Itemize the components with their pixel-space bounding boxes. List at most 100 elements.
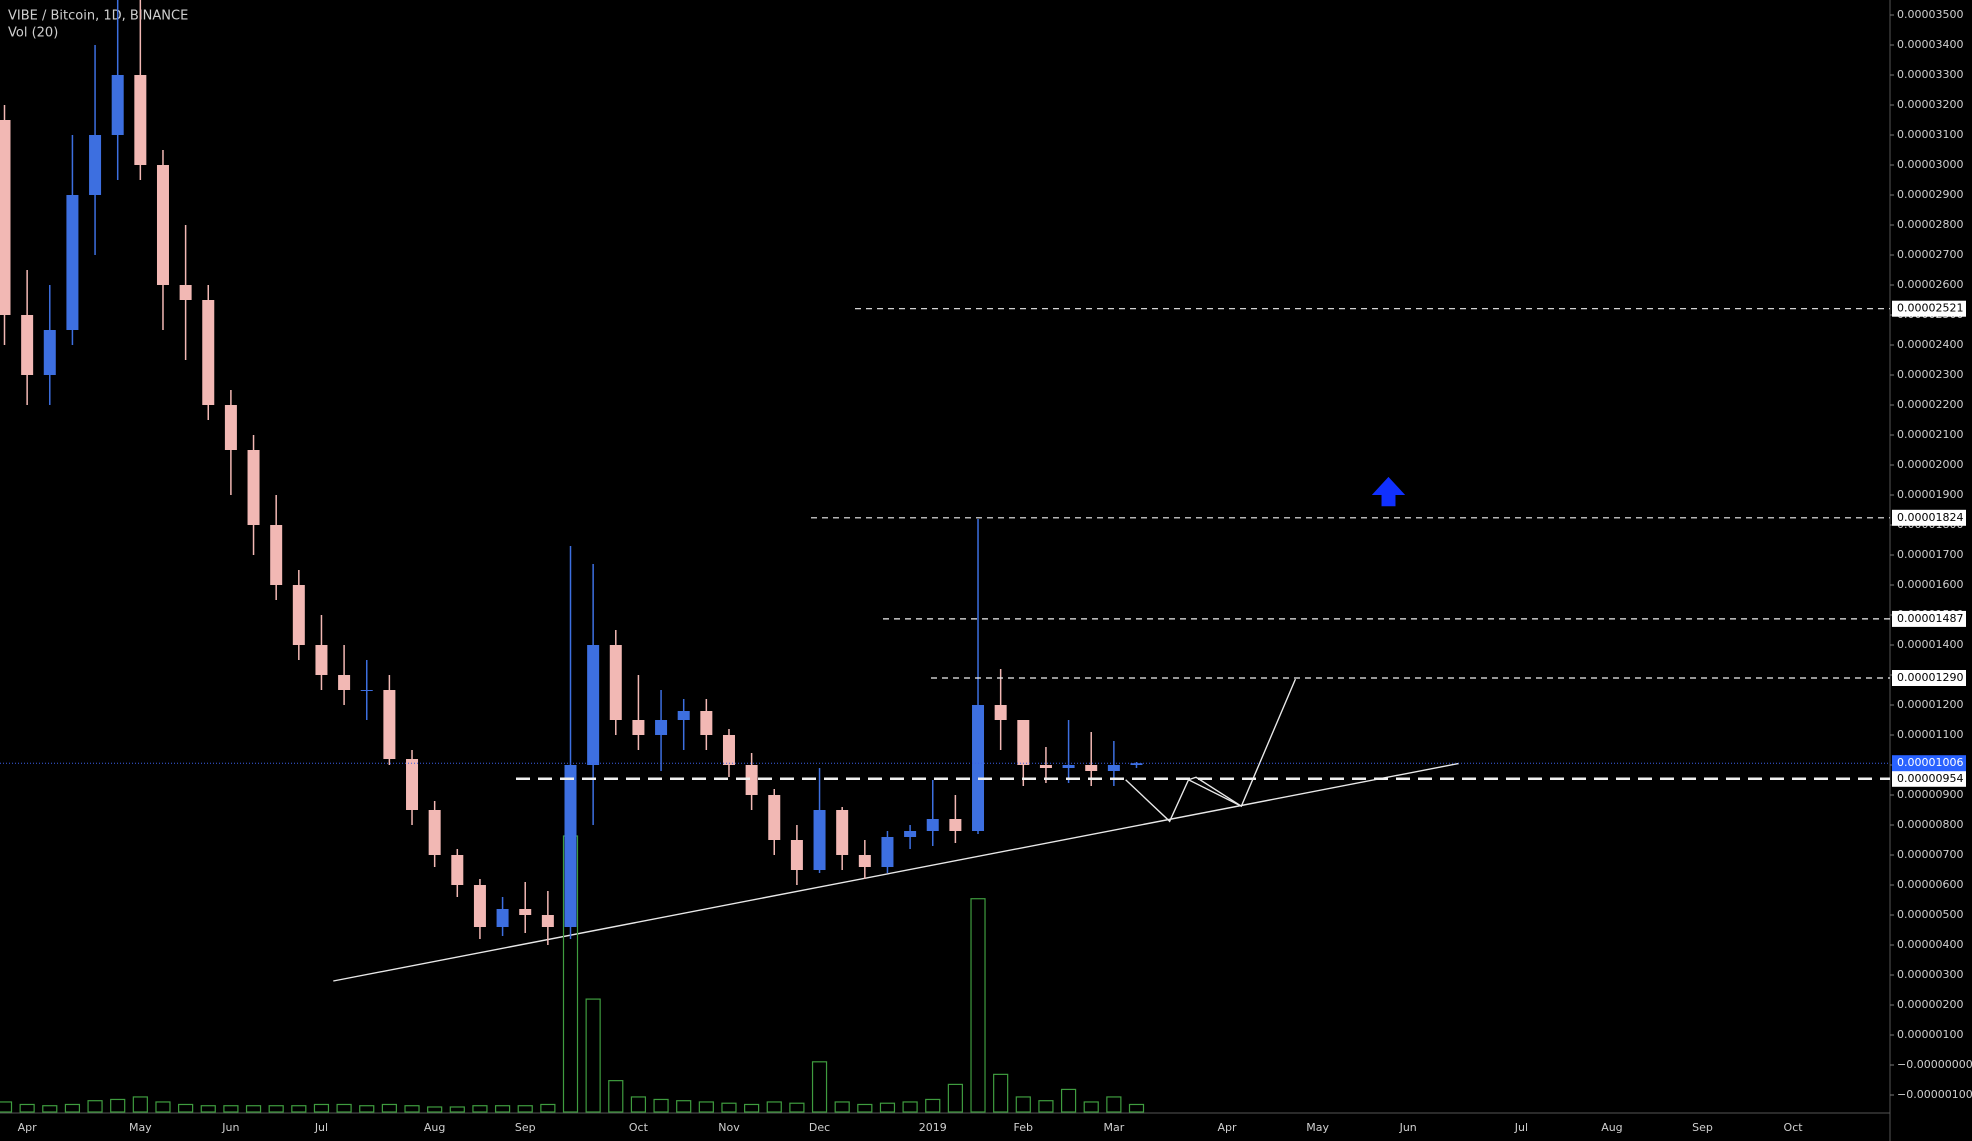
x-tick-label: Sep — [515, 1121, 536, 1134]
y-tick-label: 0.00002400 — [1897, 338, 1963, 351]
volume-bar — [766, 1101, 782, 1113]
x-tick-label: Apr — [1218, 1121, 1238, 1134]
volume-bar — [268, 1105, 284, 1113]
volume-bar — [925, 1098, 941, 1113]
candle-body — [609, 645, 622, 720]
volume-bar — [789, 1102, 805, 1113]
volume-bar — [653, 1098, 669, 1113]
candle-body — [994, 705, 1007, 720]
x-tick-label: Jun — [221, 1121, 239, 1134]
candle-body — [1062, 765, 1075, 768]
candle-body — [451, 855, 464, 885]
candle-body — [587, 645, 600, 765]
x-tick-label: Oct — [1784, 1121, 1804, 1134]
x-tick-label: Nov — [718, 1121, 740, 1134]
candle-body — [564, 765, 577, 927]
volume-bar — [811, 1061, 828, 1113]
volume-bar — [540, 1103, 556, 1113]
x-tick-label: May — [129, 1121, 152, 1134]
candle-body — [700, 711, 713, 735]
candle-body — [338, 675, 351, 690]
level-label: 0.00001290 — [1897, 671, 1963, 684]
x-tick-label: Jul — [314, 1121, 328, 1134]
y-tick-label: 0.00001400 — [1897, 638, 1963, 651]
volume-bar — [1060, 1088, 1077, 1113]
y-tick-label: 0.00001600 — [1897, 578, 1963, 591]
level-label: 0.00001824 — [1897, 511, 1963, 524]
candle-body — [881, 837, 894, 867]
candle-body — [315, 645, 328, 675]
volume-bar — [1083, 1101, 1099, 1113]
y-tick-label: 0.00001100 — [1897, 728, 1963, 741]
volume-bar — [155, 1101, 171, 1113]
y-tick-label: 0.00003000 — [1897, 158, 1963, 171]
y-tick-label: 0.00003200 — [1897, 98, 1963, 111]
volume-bar — [245, 1105, 262, 1113]
candle-body — [156, 165, 169, 285]
y-tick-label: 0.00002900 — [1897, 188, 1963, 201]
candle-body — [972, 705, 985, 831]
candle-body — [655, 720, 668, 735]
x-tick-label: Feb — [1014, 1121, 1033, 1134]
last-price-box — [1892, 755, 1966, 772]
volume-bar — [359, 1105, 375, 1113]
candle-body — [858, 855, 871, 867]
y-tick-label: 0.00000800 — [1897, 818, 1963, 831]
candle-body — [1017, 720, 1030, 765]
candle-body — [722, 735, 735, 765]
candle-body — [224, 405, 237, 450]
candle-body — [1107, 765, 1120, 771]
level-label-box — [1892, 770, 1966, 787]
indicator-label: Vol (20) — [8, 26, 58, 41]
candle-body — [904, 831, 917, 837]
volume-bar — [472, 1105, 488, 1113]
volume-bar — [1015, 1096, 1031, 1113]
candle-body — [292, 585, 305, 645]
candle-body — [179, 285, 192, 300]
volume-bar — [1106, 1096, 1122, 1113]
candle-body — [134, 75, 147, 165]
y-tick-label: −0.00000000 — [1897, 1058, 1972, 1071]
y-tick-label: 0.00000200 — [1897, 998, 1963, 1011]
volume-bar — [200, 1105, 216, 1113]
level-label: 0.00002521 — [1897, 302, 1963, 315]
trend-line — [333, 762, 1460, 982]
candle-body — [632, 720, 645, 735]
volume-bar — [64, 1103, 81, 1113]
volume-bar — [381, 1103, 397, 1113]
candle-body — [270, 525, 283, 585]
y-tick-label: 0.00003400 — [1897, 38, 1963, 51]
candle-body — [247, 450, 260, 525]
volume-bar — [178, 1103, 194, 1113]
y-tick-label: 0.00003500 — [1897, 8, 1963, 21]
y-tick-label: 0.00001200 — [1897, 698, 1963, 711]
y-tick-label: 0.00000100 — [1897, 1028, 1963, 1041]
volume-bar — [494, 1105, 511, 1113]
y-tick-label: 0.00001900 — [1897, 488, 1963, 501]
y-tick-label: 0.00000400 — [1897, 938, 1963, 951]
volume-bar — [427, 1106, 443, 1113]
volume-bar — [902, 1101, 918, 1113]
x-tick-label: Apr — [18, 1121, 38, 1134]
x-tick-label: Aug — [1601, 1121, 1622, 1134]
candle-body — [360, 690, 373, 691]
y-tick-label: 0.00002100 — [1897, 428, 1963, 441]
volume-bar — [42, 1105, 58, 1113]
candle-body — [202, 300, 215, 405]
y-tick-label: 0.00003300 — [1897, 68, 1963, 81]
candle-body — [790, 840, 803, 870]
volume-bar — [834, 1101, 850, 1113]
volume-bar — [1128, 1103, 1145, 1113]
candle-body — [66, 195, 79, 330]
candle-body — [473, 885, 486, 927]
y-tick-label: 0.00002300 — [1897, 368, 1963, 381]
volume-bar — [313, 1103, 330, 1113]
candle-body — [677, 711, 690, 720]
candle-body — [813, 810, 826, 870]
x-tick-label: 2019 — [919, 1121, 947, 1134]
volume-bar — [947, 1083, 963, 1113]
level-label: 0.00001487 — [1897, 612, 1963, 625]
volume-bar — [110, 1098, 126, 1113]
